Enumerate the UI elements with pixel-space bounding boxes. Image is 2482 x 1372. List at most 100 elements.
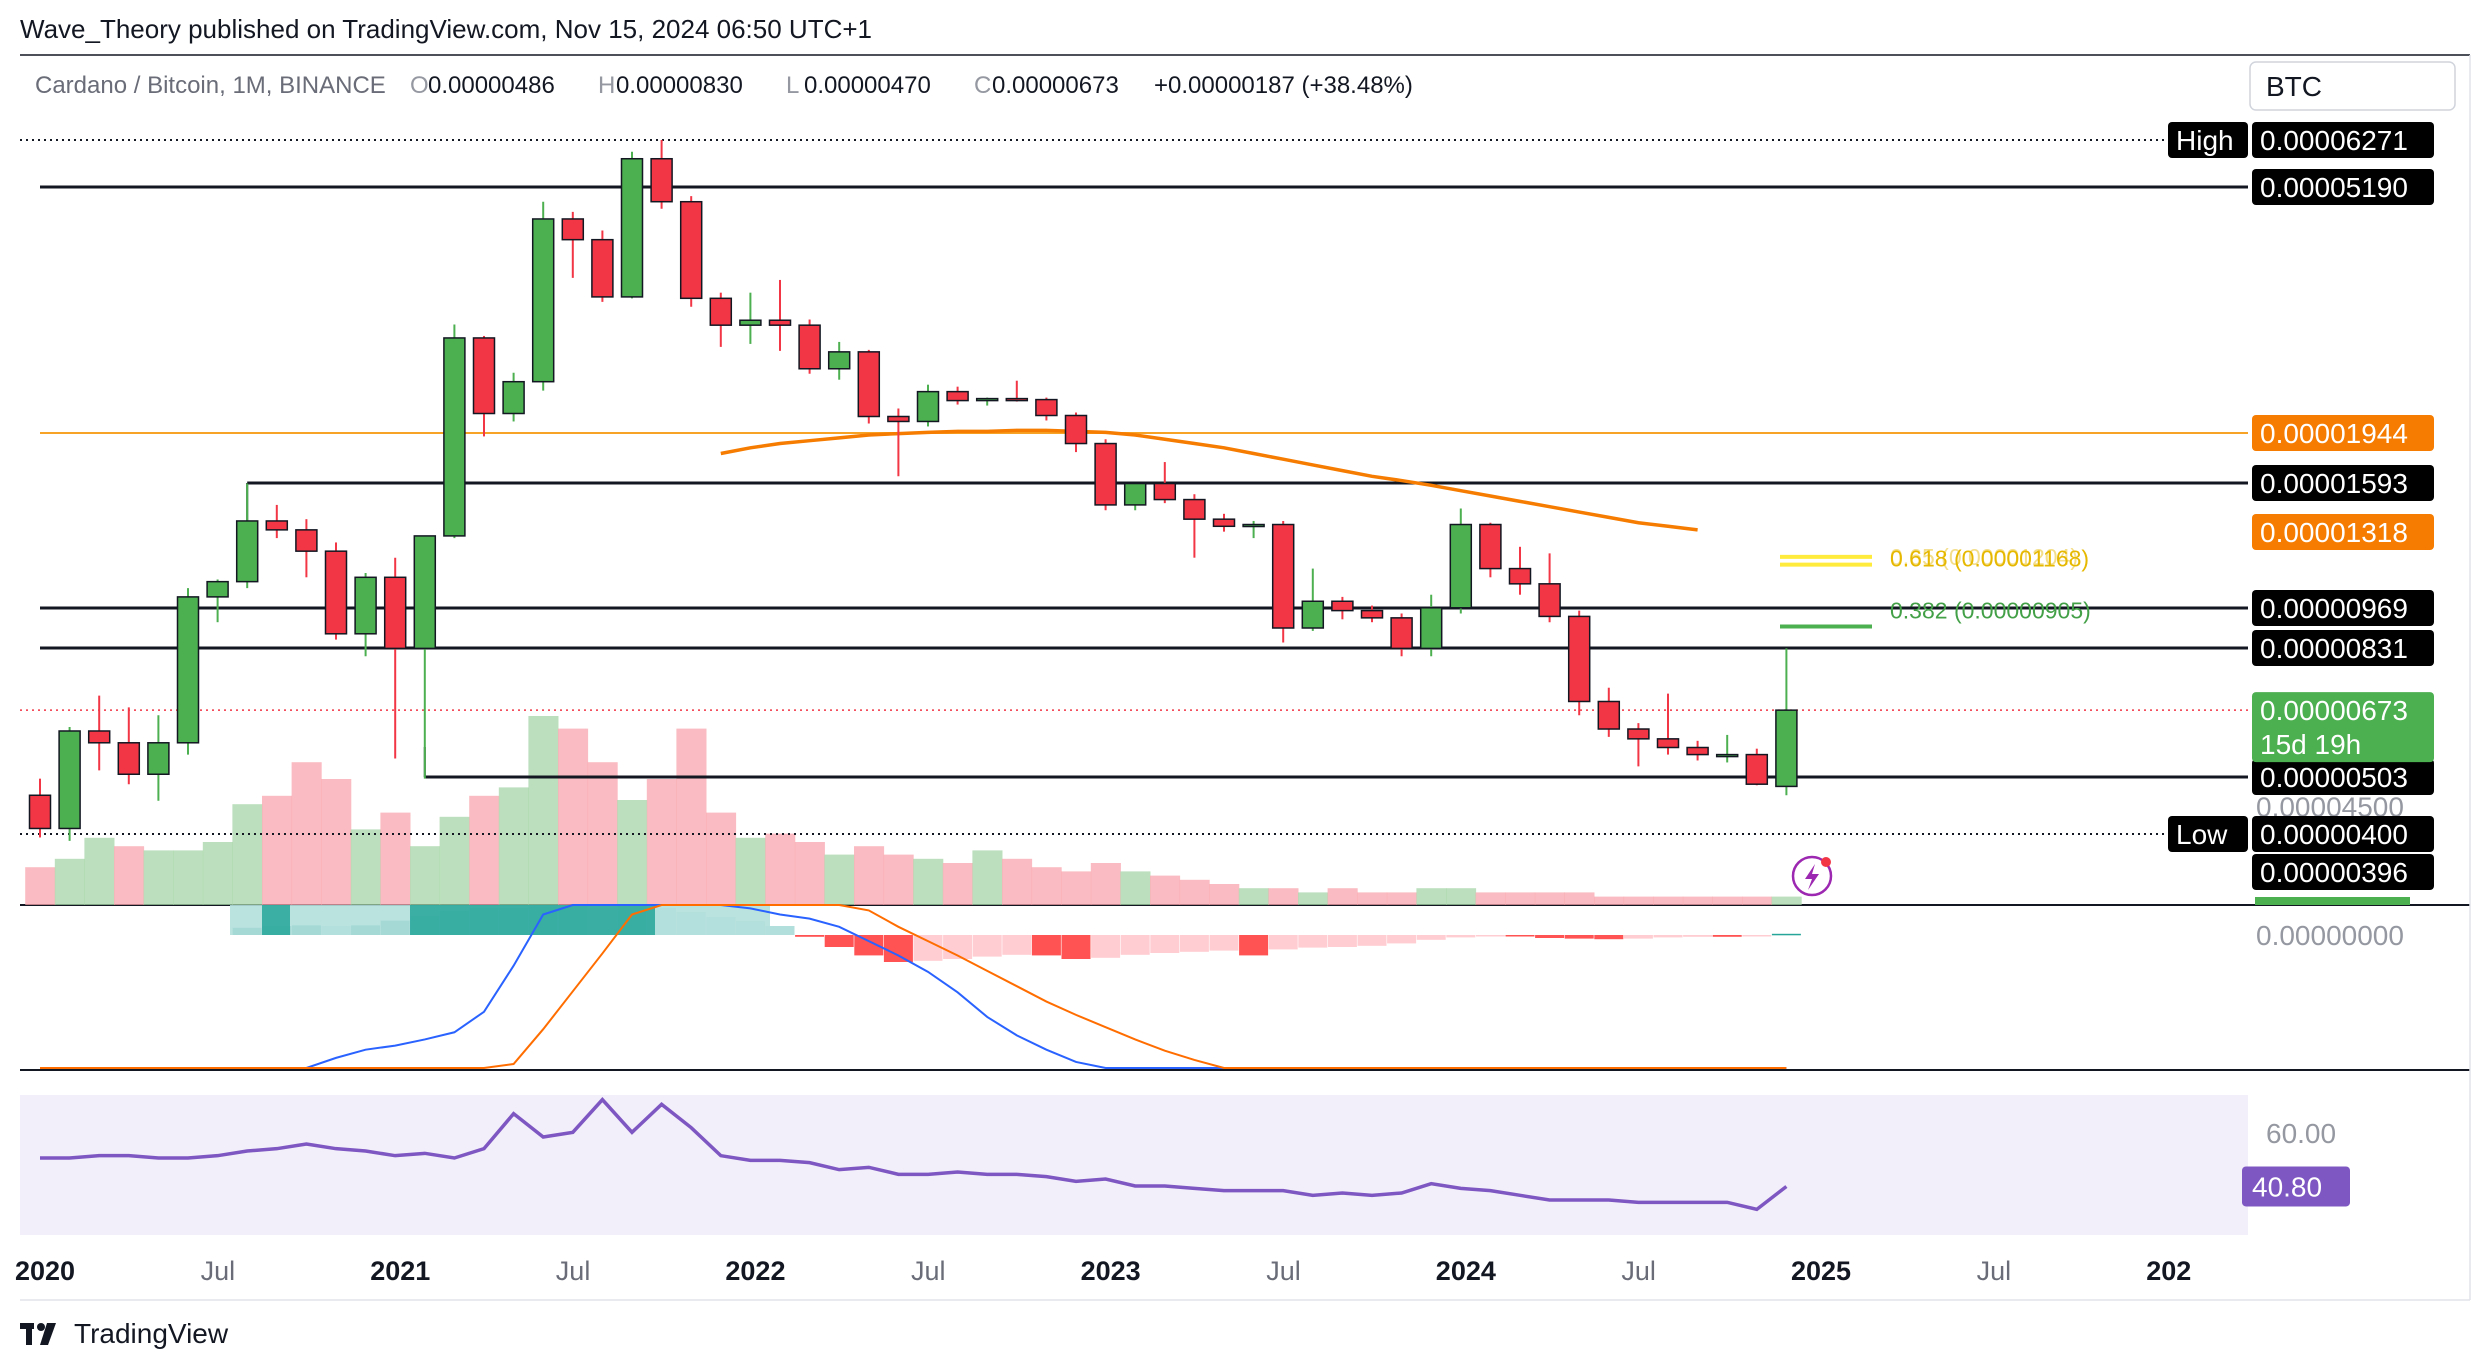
volume-bar [1623,896,1654,905]
volume-bar [824,854,855,905]
ohlc-change: +0.00000187 (+38.48%) [1154,72,1413,99]
level-side-label-box [2168,122,2248,158]
macd-histogram-bar [1091,935,1121,958]
candle-body [354,576,377,635]
macd-histogram-bar [1623,935,1653,939]
x-axis-tick-label: 2025 [1791,1256,1851,1286]
macd-histogram-band-strong [262,905,290,935]
macd-histogram-bar [1742,935,1772,937]
volume-bar [735,837,766,905]
volume-bar [1090,863,1121,905]
extra-price-label: 0.00000396 [2252,854,2434,890]
candle-body [1301,600,1325,629]
macd-histogram-bar [1712,935,1742,937]
level-price-label: 0.00005190 [2252,169,2434,205]
moving-average-line [720,428,1698,532]
volume-bar [676,728,707,905]
candle-body [561,218,585,241]
macd-histogram-bar [1564,935,1594,939]
candle-body [1567,615,1591,703]
candle-body [176,596,200,744]
volume-bar [1386,892,1417,905]
candle-body [1479,523,1502,570]
candle-body [1390,617,1413,650]
candle-body [975,397,999,402]
volume-bar [1120,871,1151,905]
candle-body [1745,753,1769,785]
ohlc-key-label: C [974,72,991,99]
volume-bar [410,846,441,905]
x-axis-tick-label: Jul [201,1256,236,1286]
currency-badge: BTC [2249,61,2456,111]
rsi-value-label-box [2242,1166,2350,1207]
level-price-label-text: 0.00005190 [2260,172,2408,203]
volume-bar [1298,892,1329,905]
currency-badge-box [2249,61,2456,111]
candle-body [472,337,496,415]
candle-body [413,535,437,650]
macd-histogram-bar [1475,935,1505,937]
macd-histogram-bar [1179,935,1209,952]
candle-body [206,580,229,598]
alert-bolt-icon-glyph [1805,864,1819,890]
candle-body [265,520,289,531]
x-axis-tick-label: Jul [556,1256,591,1286]
level-price-label: 0.00001944 [2252,415,2434,451]
fib-level-label: 0.65 (0.00001204) [1890,544,2078,570]
volume-bar [54,858,85,905]
level-price-label: 0.00000969 [2252,590,2434,626]
footer-brand-label: TradingView [74,1318,229,1349]
alert-bolt-icon-dot [1821,857,1831,867]
volume-bar [706,812,737,905]
level-price-label: 0.00000831 [2252,630,2434,666]
current-price-countdown: 15d 19h [2260,729,2361,760]
rsi-value-label-text: 40.80 [2252,1171,2322,1202]
volume-bar [25,867,56,905]
footer-brand[interactable]: TradingView [20,1318,228,1350]
rsi-band [20,1095,2248,1235]
candle-body [768,319,792,326]
macd-histogram-bar [1357,935,1387,946]
macd-histogram-bar [1446,935,1476,938]
candle-body [1538,583,1561,618]
volume-bar [84,837,115,905]
level-price-label-text: 0.00001944 [2260,418,2408,449]
candle-body [709,297,733,326]
ma-price-label-text: 0.00001318 [2260,517,2408,548]
macd-histogram-bar [1061,935,1091,959]
volume-bar [765,833,796,905]
volume-bar [498,787,529,905]
macd-histogram-bar [824,935,854,947]
x-axis-tick-label: 2021 [370,1256,430,1286]
ohlc-key-label: H [598,72,615,99]
current-price-label-text: 0.00000673 [2260,695,2408,726]
ma-price-label-box [2252,514,2434,550]
candle-body [857,351,881,418]
ma-price-label: 0.00001318 [2252,514,2434,550]
volume-bar [114,846,145,905]
candles-layer [28,140,1798,841]
volume-bar [646,779,677,905]
candle-body [1153,482,1177,501]
candle-body [1094,442,1117,506]
fib-level-label: 0.382 (0.00000905) [1890,598,2091,624]
candle-body [798,324,821,370]
level-price-label-text: 0.00000831 [2260,633,2408,664]
level-price-label: 0.00001593 [2252,465,2434,501]
macd-histogram-bar [854,935,884,956]
level-price-label: 0.00000503 [2252,759,2434,795]
rsi-value-label: 40.80 [2242,1166,2350,1207]
level-side-label-text: High [2176,125,2234,156]
candle-body [383,576,407,650]
level-price-label-text: 0.00000503 [2260,762,2408,793]
volume-bar [321,779,352,905]
candle-body [1686,746,1709,756]
x-axis-tick-label: Jul [1977,1256,2012,1286]
fib-level-label: 0.618 (0.00001168) [1890,546,2089,572]
macd-histogram-bar [1150,935,1180,953]
x-axis-tick-label: 202 [2146,1256,2191,1286]
x-axis-tick-label: 2020 [15,1256,75,1286]
macd-histogram-band-strong [410,905,655,935]
